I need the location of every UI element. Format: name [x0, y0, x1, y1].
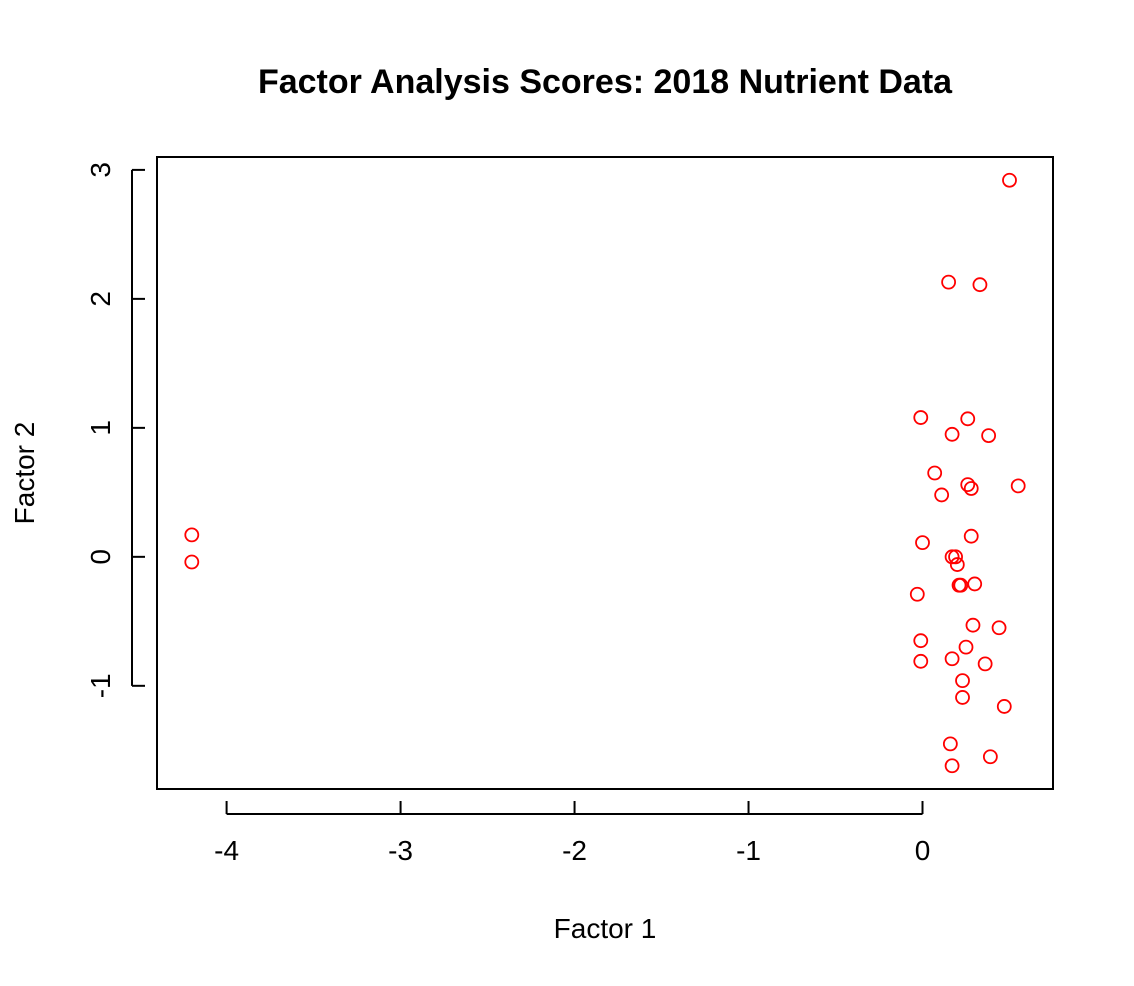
data-point	[185, 555, 198, 568]
y-tick-label: 1	[85, 420, 116, 436]
plot-frame	[157, 157, 1053, 789]
y-tick-label: 3	[85, 162, 116, 178]
data-point	[979, 657, 992, 670]
data-point	[911, 588, 924, 601]
data-point	[928, 467, 941, 480]
data-point	[914, 655, 927, 668]
data-point	[956, 674, 969, 687]
data-point	[942, 276, 955, 289]
data-point	[946, 428, 959, 441]
data-point	[961, 412, 974, 425]
data-point	[1003, 174, 1016, 187]
x-tick-label: -3	[388, 835, 413, 866]
data-point	[965, 482, 978, 495]
data-points	[185, 174, 1024, 773]
x-tick-label: -1	[736, 835, 761, 866]
data-point	[185, 528, 198, 541]
data-point	[935, 488, 948, 501]
data-point	[914, 411, 927, 424]
data-point	[993, 621, 1006, 634]
data-point	[973, 278, 986, 291]
data-point	[916, 536, 929, 549]
x-axis: -4 -3 -2 -1 0	[214, 801, 930, 866]
data-point	[982, 429, 995, 442]
chart-title: Factor Analysis Scores: 2018 Nutrient Da…	[258, 63, 953, 101]
data-point	[914, 634, 927, 647]
x-tick-label: 0	[915, 835, 931, 866]
x-tick-label: -2	[562, 835, 587, 866]
data-point	[998, 700, 1011, 713]
data-point	[984, 750, 997, 763]
y-tick-label: 0	[85, 549, 116, 565]
x-axis-label: Factor 1	[554, 913, 657, 944]
data-point	[966, 619, 979, 632]
data-point	[961, 478, 974, 491]
y-tick-label: -1	[85, 673, 116, 698]
data-point	[1012, 479, 1025, 492]
data-point	[946, 759, 959, 772]
y-tick-label: 2	[85, 291, 116, 307]
data-point	[965, 530, 978, 543]
data-point	[956, 691, 969, 704]
x-tick-label: -4	[214, 835, 239, 866]
y-axis: -1 0 1 2 3	[85, 162, 145, 698]
data-point	[944, 737, 957, 750]
data-point	[968, 577, 981, 590]
data-point	[960, 641, 973, 654]
y-axis-label: Factor 2	[9, 422, 40, 525]
data-point	[946, 652, 959, 665]
